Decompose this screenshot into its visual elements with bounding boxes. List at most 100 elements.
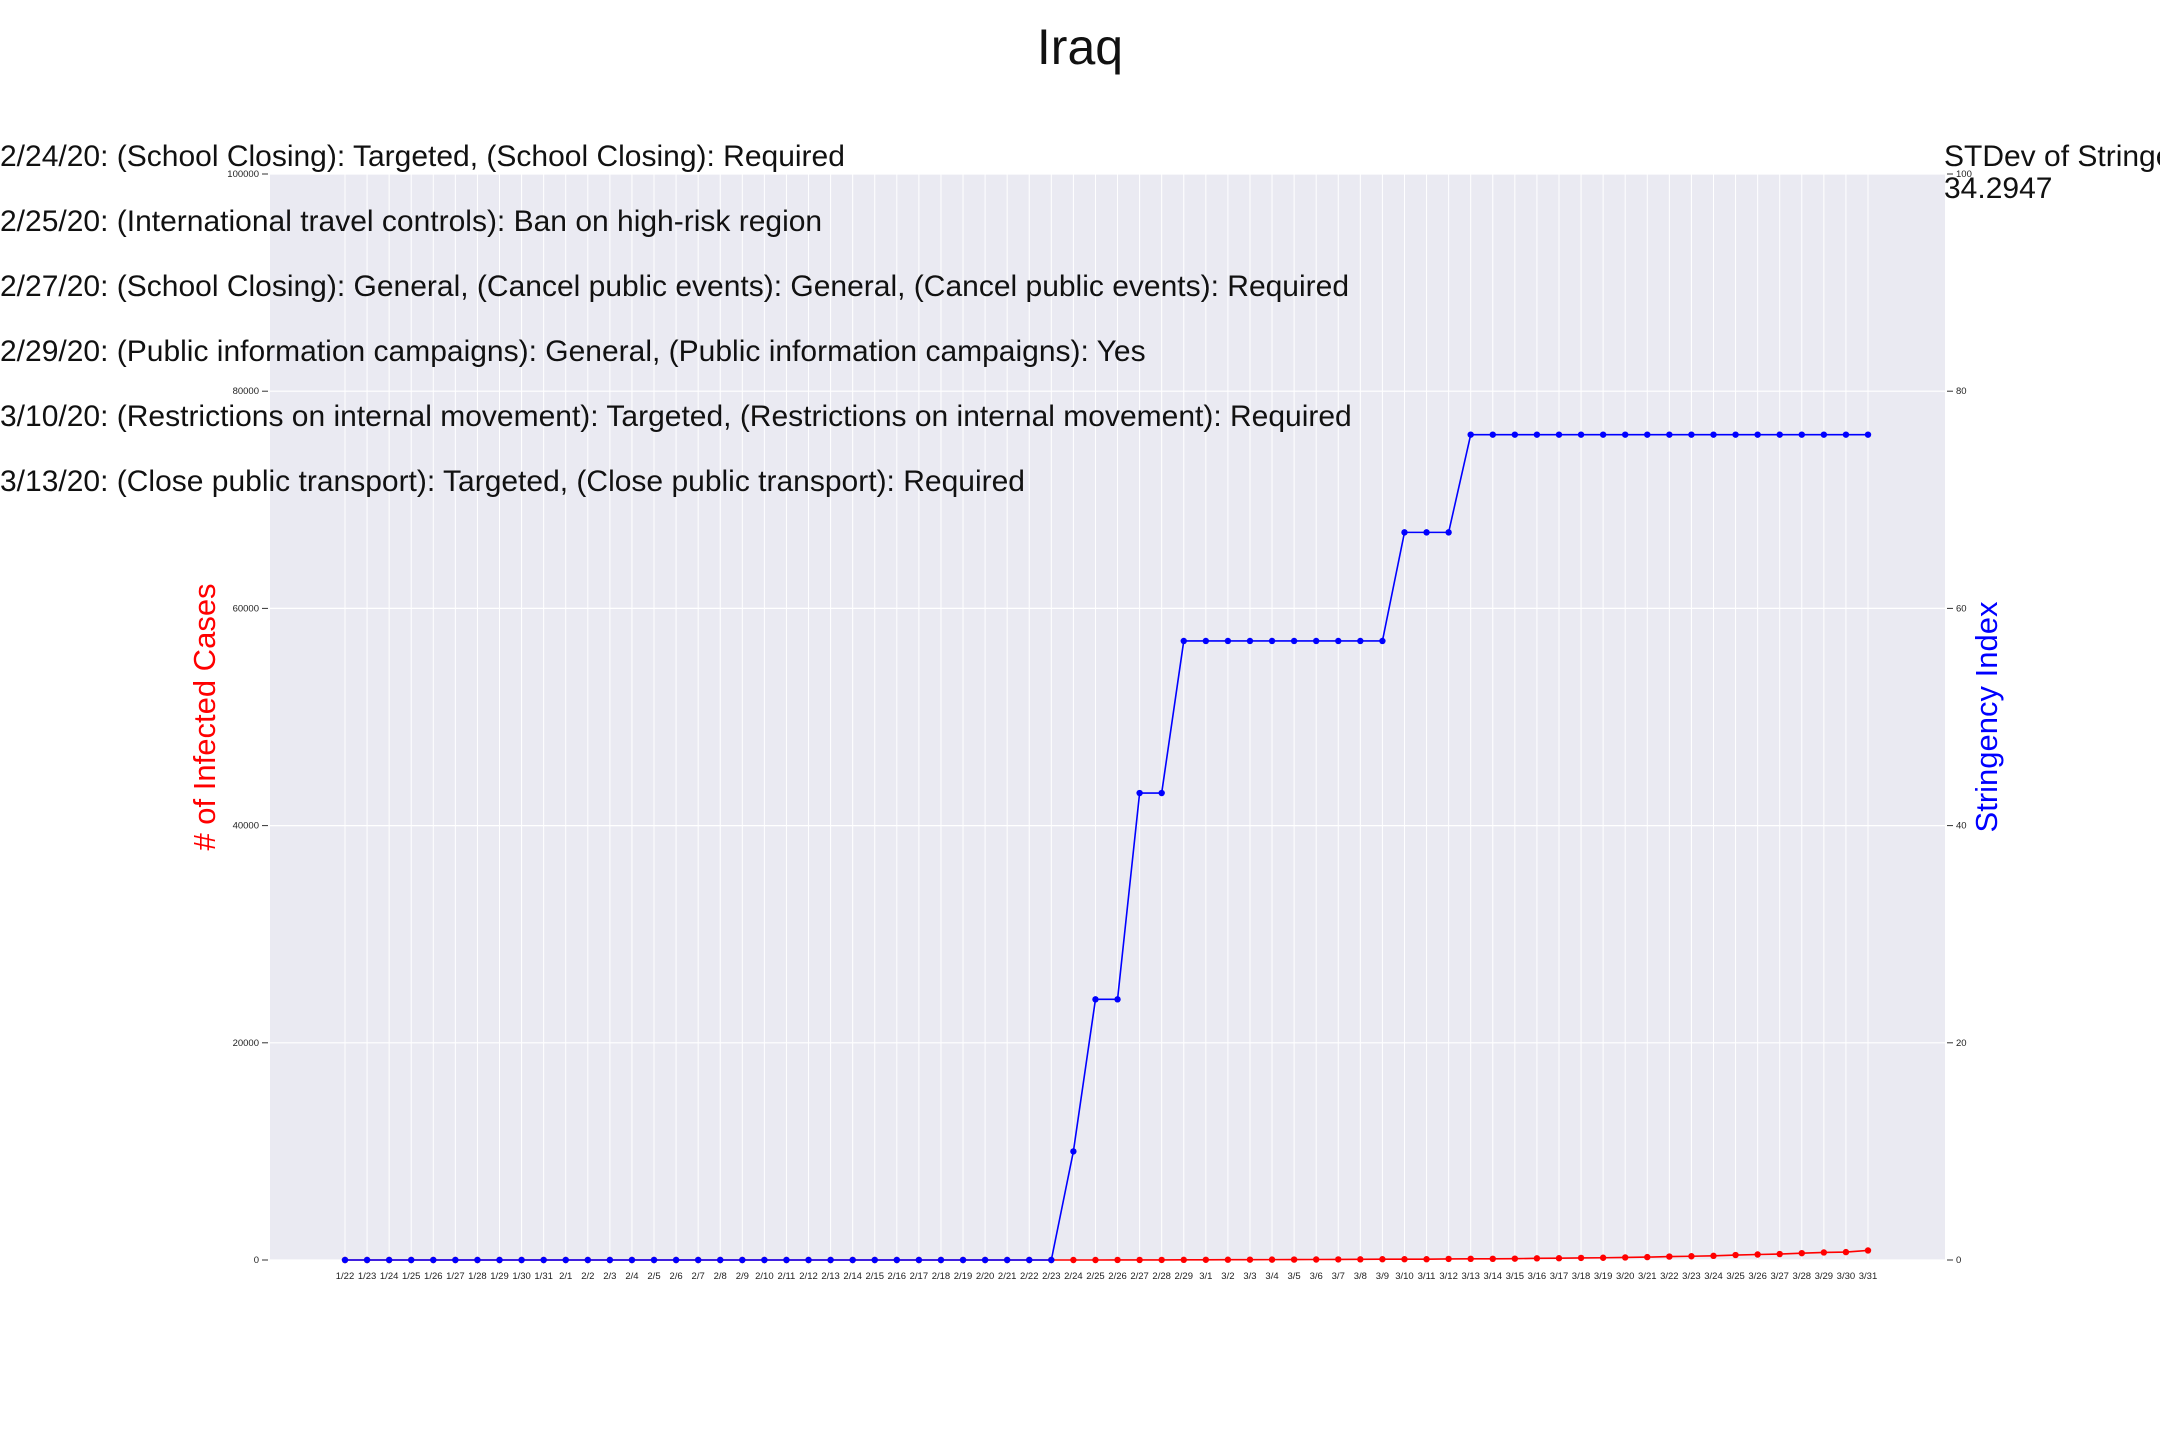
- x-tick-label: 2/2: [581, 1271, 594, 1282]
- x-tick-label: 2/26: [1108, 1271, 1127, 1282]
- series-point-right: [1622, 431, 1629, 438]
- x-tick-label: 2/13: [821, 1271, 840, 1282]
- series-point-right: [1092, 996, 1099, 1003]
- y-right-tick-label: 100: [1956, 169, 1972, 180]
- y-right-tick-label: 20: [1956, 1038, 1967, 1049]
- grid: [270, 173, 1945, 1261]
- y-right-tick-label: 60: [1956, 603, 1967, 614]
- x-tick-label: 3/2: [1221, 1271, 1234, 1282]
- series-point-left: [1842, 1248, 1850, 1256]
- x-tick-label: 2/17: [910, 1271, 929, 1282]
- series-point-left: [1533, 1255, 1541, 1262]
- series-point-right: [871, 1256, 878, 1264]
- x-tick-label: 1/29: [490, 1271, 509, 1282]
- series-point-left: [1776, 1250, 1783, 1258]
- series-point-right: [1467, 431, 1474, 438]
- series-point-left: [1290, 1256, 1298, 1263]
- x-tick-label: 3/29: [1815, 1271, 1834, 1282]
- x-tick-label: 1/27: [446, 1271, 465, 1282]
- series-point-right: [1732, 431, 1739, 438]
- series-point-right: [1246, 637, 1254, 645]
- y-right-tick-label: 0: [1956, 1255, 1961, 1266]
- y-left-tick-label: 40000: [233, 821, 259, 832]
- series-point-right: [1533, 431, 1541, 438]
- x-tick-label: 2/16: [888, 1271, 907, 1282]
- x-tick-label: 3/4: [1265, 1271, 1278, 1282]
- x-tick-label: 3/28: [1793, 1271, 1812, 1282]
- series-point-right: [1136, 789, 1143, 797]
- x-tick-label: 3/9: [1376, 1271, 1389, 1282]
- series-point-right: [849, 1256, 856, 1264]
- series-point-right: [1401, 529, 1408, 536]
- x-tick-label: 2/29: [1175, 1271, 1194, 1282]
- series-point-right: [452, 1256, 459, 1264]
- x-tick-label: 3/10: [1395, 1271, 1414, 1282]
- series-point-left: [1732, 1251, 1739, 1259]
- y-axis-left-label: # of Infected Cases: [187, 583, 222, 850]
- x-tick-label: 2/24: [1064, 1271, 1083, 1282]
- series-point-right: [1202, 637, 1210, 645]
- x-tick-label: 2/25: [1086, 1271, 1105, 1282]
- series-point-left: [1577, 1254, 1585, 1262]
- series-point-right: [893, 1256, 901, 1264]
- axes: 1/22 1/23 1/24 1/25 1/26 1/27 1/28 1/29 1/30 1/31…: [227, 169, 1972, 1282]
- x-tick-label: 3/16: [1528, 1271, 1547, 1282]
- series-point-left: [1070, 1256, 1077, 1264]
- plot-area: [270, 174, 1945, 1260]
- x-tick-label: 1/22: [336, 1271, 355, 1282]
- x-tick-label: 2/11: [778, 1271, 796, 1282]
- series-layer: [341, 431, 1872, 1264]
- x-tick-label: 2/23: [1042, 1271, 1061, 1282]
- x-tick-label: 3/21: [1638, 1271, 1657, 1282]
- annotations: 2/24/20: (School Closing): Targeted, (Sc…: [0, 140, 1352, 498]
- y-left-tick-label: 100000: [227, 169, 259, 180]
- series-point-left: [1666, 1253, 1673, 1260]
- series-point-right: [1224, 637, 1232, 645]
- x-tick-label: 2/1: [559, 1271, 572, 1282]
- series-point-right: [761, 1256, 768, 1264]
- series-point-right: [628, 1256, 636, 1264]
- x-tick-label: 3/6: [1310, 1271, 1323, 1282]
- series-point-right: [1710, 431, 1717, 438]
- series-point-left: [1688, 1253, 1695, 1260]
- series-point-right: [430, 1256, 437, 1264]
- series-point-right: [650, 1256, 658, 1264]
- policy-annotation: 3/10/20: (Restrictions on internal movem…: [0, 400, 1352, 433]
- series-point-left: [1644, 1253, 1651, 1261]
- series-point-left: [1379, 1256, 1386, 1263]
- series-point-left: [1622, 1254, 1629, 1261]
- x-tick-label: 2/12: [799, 1271, 818, 1282]
- x-tick-label: 3/8: [1354, 1271, 1367, 1282]
- series-point-left: [1335, 1256, 1342, 1263]
- x-tick-label: 3/1: [1199, 1271, 1212, 1282]
- series-point-right: [827, 1256, 834, 1264]
- x-tick-label: 2/14: [843, 1271, 862, 1282]
- x-tick-label: 1/31: [534, 1271, 553, 1282]
- x-tick-label: 2/3: [603, 1271, 616, 1282]
- series-point-right: [518, 1256, 525, 1264]
- y-right-tick-label: 80: [1956, 386, 1967, 397]
- series-point-left: [1401, 1256, 1408, 1263]
- series-point-right: [496, 1256, 503, 1264]
- series-point-right: [1798, 431, 1805, 438]
- policy-annotation: 2/29/20: (Public information campaigns):…: [0, 335, 1146, 368]
- stdev-label: STDev of Stringency Index: [1944, 140, 2160, 173]
- series-point-left: [1114, 1256, 1121, 1264]
- series-point-right: [937, 1256, 945, 1264]
- x-tick-label: 3/12: [1439, 1271, 1458, 1282]
- series-point-right: [694, 1256, 702, 1264]
- series-point-right: [1180, 637, 1187, 645]
- chart-title: Iraq: [1037, 19, 1123, 75]
- series-point-right: [1555, 431, 1563, 438]
- x-tick-label: 2/4: [625, 1271, 638, 1282]
- series-point-right: [1445, 529, 1452, 536]
- series-point-left: [1555, 1255, 1563, 1262]
- series-point-left: [1158, 1256, 1165, 1264]
- series-point-right: [915, 1256, 923, 1264]
- series-point-left: [1312, 1256, 1320, 1263]
- series-point-right: [1864, 431, 1872, 438]
- series-point-right: [1026, 1256, 1033, 1264]
- series-point-right: [1379, 637, 1386, 645]
- policy-annotation: 2/27/20: (School Closing): General, (Can…: [0, 270, 1349, 303]
